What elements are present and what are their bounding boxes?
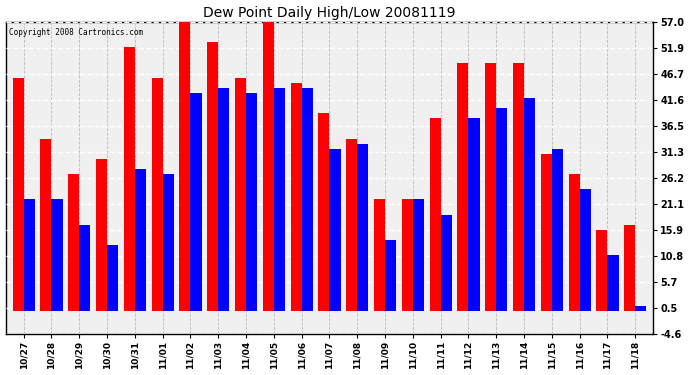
Bar [52, 200, 63, 311]
Bar [12, 78, 23, 311]
Bar [163, 174, 174, 311]
Bar [23, 200, 34, 311]
Bar [374, 200, 385, 311]
Bar [496, 108, 507, 311]
Bar [235, 78, 246, 311]
Bar [207, 42, 218, 311]
Bar [552, 149, 563, 311]
Text: Copyright 2008 Cartronics.com: Copyright 2008 Cartronics.com [9, 28, 143, 38]
Bar [263, 22, 274, 311]
Bar [79, 225, 90, 311]
Bar [329, 149, 341, 311]
Bar [190, 93, 201, 311]
Title: Dew Point Daily High/Low 20081119: Dew Point Daily High/Low 20081119 [204, 6, 455, 20]
Bar [607, 255, 619, 311]
Bar [357, 144, 368, 311]
Bar [635, 306, 647, 311]
Bar [68, 174, 79, 311]
Bar [40, 139, 52, 311]
Bar [302, 88, 313, 311]
Bar [430, 118, 441, 311]
Bar [441, 214, 452, 311]
Bar [524, 98, 535, 311]
Bar [624, 225, 635, 311]
Bar [124, 47, 135, 311]
Bar [346, 139, 357, 311]
Bar [179, 22, 190, 311]
Bar [107, 245, 118, 311]
Bar [318, 113, 329, 311]
Bar [457, 63, 469, 311]
Bar [469, 118, 480, 311]
Bar [580, 189, 591, 311]
Bar [402, 200, 413, 311]
Bar [413, 200, 424, 311]
Bar [96, 159, 107, 311]
Bar [596, 230, 607, 311]
Bar [541, 154, 552, 311]
Bar [385, 240, 396, 311]
Bar [246, 93, 257, 311]
Bar [569, 174, 580, 311]
Bar [218, 88, 229, 311]
Bar [290, 83, 302, 311]
Bar [135, 169, 146, 311]
Bar [152, 78, 163, 311]
Bar [274, 88, 285, 311]
Bar [485, 63, 496, 311]
Bar [513, 63, 524, 311]
